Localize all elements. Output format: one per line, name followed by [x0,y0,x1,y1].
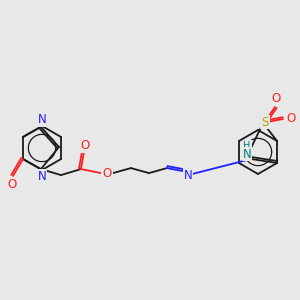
Text: O: O [286,112,296,124]
Text: N: N [38,169,46,183]
Text: N: N [184,169,192,182]
Text: O: O [7,178,16,190]
Text: H: H [243,141,251,151]
Text: O: O [80,139,90,152]
Text: O: O [272,92,281,106]
Text: N: N [38,113,46,126]
Text: S: S [261,116,269,128]
Text: O: O [102,167,112,180]
Text: N: N [243,148,251,160]
